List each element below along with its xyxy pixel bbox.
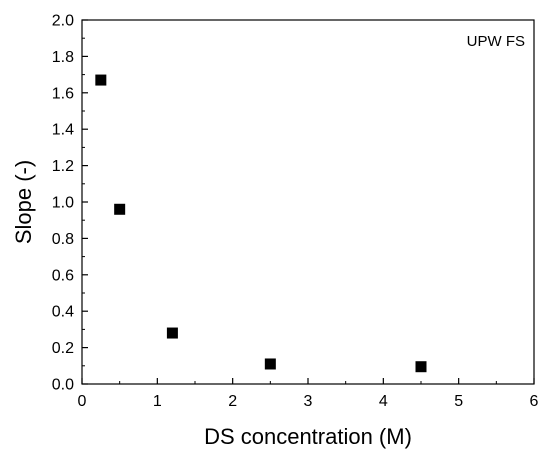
y-axis-title: Slope (-) [11,160,36,244]
y-tick-label: 2.0 [52,13,74,30]
y-tick-label: 0.8 [52,231,74,248]
data-point [95,74,107,86]
data-point [264,358,276,370]
x-tick-label: 1 [153,393,162,410]
x-tick-label: 5 [454,393,463,410]
y-tick-label: 1.8 [52,49,74,66]
y-tick-label: 0.0 [52,377,74,394]
y-tick-label: 1.6 [52,85,74,102]
data-point [114,203,126,215]
data-point [166,327,178,339]
data-point [415,361,427,373]
x-axis-title: DS concentration (M) [204,424,412,449]
y-tick-label: 0.4 [52,304,74,321]
y-tick-label: 0.2 [52,340,74,357]
x-tick-label: 4 [379,393,388,410]
y-tick-label: 0.6 [52,267,74,284]
x-tick-label: 0 [78,393,87,410]
annotation-label: UPW FS [467,33,525,50]
y-tick-label: 1.4 [52,122,74,139]
y-axis-ticks: 0.0 0.2 0.4 0.6 0.8 1.0 1.2 1.4 1.6 1.8 2.0 [52,13,88,394]
plot-frame [81,19,535,385]
y-tick-label: 1.0 [52,195,74,212]
x-axis-ticks: 0 1 2 3 4 5 6 [78,378,539,410]
data-points [95,74,427,373]
y-tick-label: 1.2 [52,158,74,175]
x-tick-label: 3 [304,393,313,410]
x-tick-label: 2 [228,393,237,410]
x-tick-label: 6 [530,393,539,410]
